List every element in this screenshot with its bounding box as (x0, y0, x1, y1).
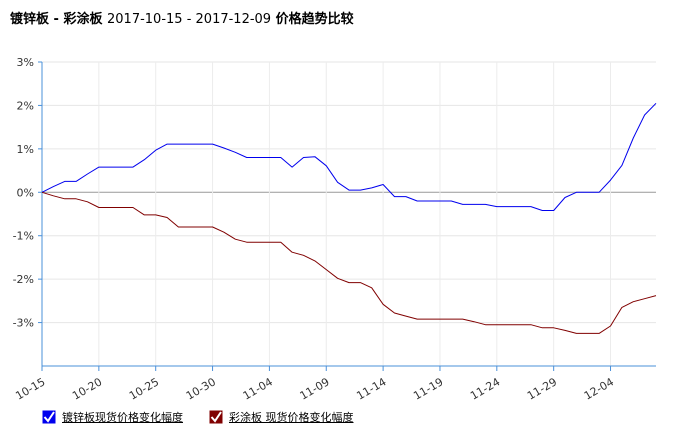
x-tick-label: 12-04 (582, 375, 616, 402)
x-tick-label: 10-15 (13, 375, 47, 402)
legend-checkbox-galvanized[interactable] (42, 410, 56, 424)
legend-checkbox-color-coated[interactable] (209, 410, 223, 424)
legend-label-color-coated: 彩涂板 现货价格变化幅度 (229, 411, 354, 424)
checkmark-icon (42, 410, 56, 424)
x-tick-label: 11-29 (525, 375, 559, 402)
legend-item-color-coated[interactable]: 彩涂板 现货价格变化幅度 (209, 409, 354, 425)
y-tick-label: -1% (13, 230, 34, 243)
y-tick-label: -3% (13, 317, 34, 330)
x-tick-label: 11-04 (241, 375, 275, 402)
x-tick-label: 11-19 (411, 375, 445, 402)
y-tick-label: -2% (13, 273, 34, 286)
chart-legend: 镀锌板现货价格变化幅度 彩涂板 现货价格变化幅度 (42, 409, 380, 425)
title-series-a: 镀锌板 (10, 12, 50, 27)
x-tick-label: 11-09 (298, 375, 332, 402)
y-tick-label: 3% (17, 56, 34, 69)
x-tick-label: 10-20 (70, 375, 104, 402)
x-tick-label: 10-30 (184, 375, 218, 402)
x-tick-label: 10-25 (127, 375, 161, 402)
x-tick-label: 11-24 (468, 375, 502, 402)
x-tick-label: 11-14 (354, 375, 388, 402)
chart-title: 镀锌板 - 彩涂板 2017-10-15 - 2017-12-09 价格趋势比较 (10, 8, 354, 27)
y-tick-label: 0% (17, 186, 34, 199)
legend-item-galvanized[interactable]: 镀锌板现货价格变化幅度 (42, 409, 183, 425)
series-line-0 (41, 102, 657, 211)
y-tick-label: 2% (17, 99, 34, 112)
title-separator: - (49, 12, 64, 27)
y-tick-label: 1% (17, 143, 34, 156)
legend-label-galvanized: 镀锌板现货价格变化幅度 (62, 411, 183, 424)
series-line-1 (41, 191, 657, 334)
title-date-range: 2017-10-15 - 2017-12-09 (107, 12, 272, 27)
checkmark-icon (209, 410, 223, 424)
title-suffix: 价格趋势比较 (275, 12, 354, 27)
title-series-b: 彩涂板 (63, 12, 103, 27)
